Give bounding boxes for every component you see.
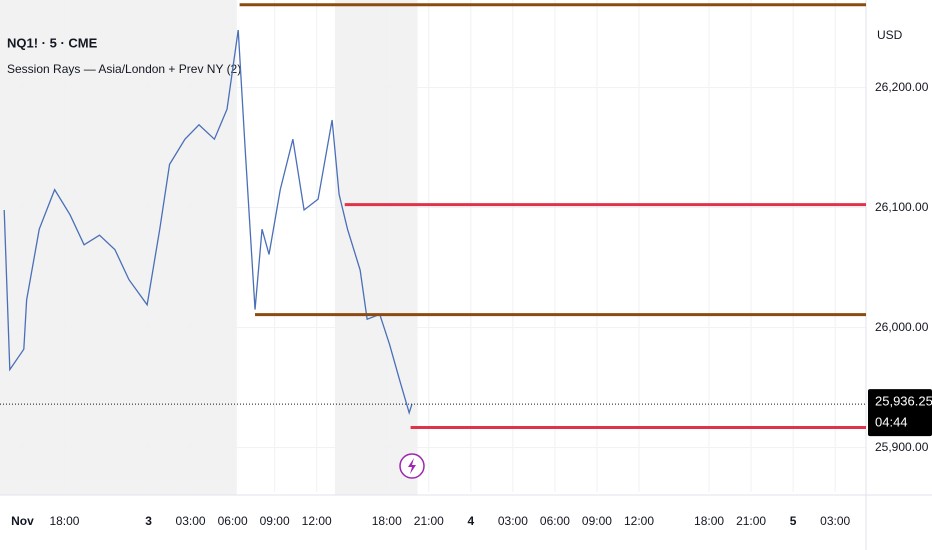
x-tick-label: 06:00 (218, 514, 248, 528)
chart-subtitle: Session Rays — Asia/London + Prev NY (2) (7, 62, 241, 76)
y-tick-label: 26,000.00 (875, 320, 929, 334)
x-tick-label: 18:00 (372, 514, 402, 528)
price-tag-label: 25,936.25 (875, 394, 932, 409)
price-tag (868, 389, 932, 437)
y-tick-label: 25,900.00 (875, 440, 929, 454)
currency-label: USD (877, 28, 903, 42)
x-tick-label: 4 (467, 514, 474, 528)
y-tick-label: 26,200.00 (875, 80, 929, 94)
countdown-label: 04:44 (875, 415, 908, 430)
x-tick-label: 12:00 (302, 514, 332, 528)
x-tick-label: 09:00 (582, 514, 612, 528)
alert-icon[interactable] (399, 453, 425, 479)
x-tick-label: 12:00 (624, 514, 654, 528)
x-tick-label: 3 (145, 514, 152, 528)
x-tick-label: Nov (11, 514, 34, 528)
x-tick-label: 21:00 (414, 514, 444, 528)
x-tick-label: 18:00 (694, 514, 724, 528)
x-tick-label: 03:00 (498, 514, 528, 528)
chart-title: NQ1! · 5 · CME (7, 35, 98, 50)
x-tick-label: 5 (790, 514, 797, 528)
x-tick-label: 18:00 (49, 514, 79, 528)
x-tick-label: 21:00 (736, 514, 766, 528)
x-tick-label: 03:00 (820, 514, 850, 528)
session-band (0, 0, 237, 495)
x-tick-label: 03:00 (176, 514, 206, 528)
x-tick-label: 09:00 (260, 514, 290, 528)
y-tick-label: 26,100.00 (875, 200, 929, 214)
x-tick-label: 06:00 (540, 514, 570, 528)
session-band (334, 0, 418, 495)
price-line (3, 29, 413, 416)
